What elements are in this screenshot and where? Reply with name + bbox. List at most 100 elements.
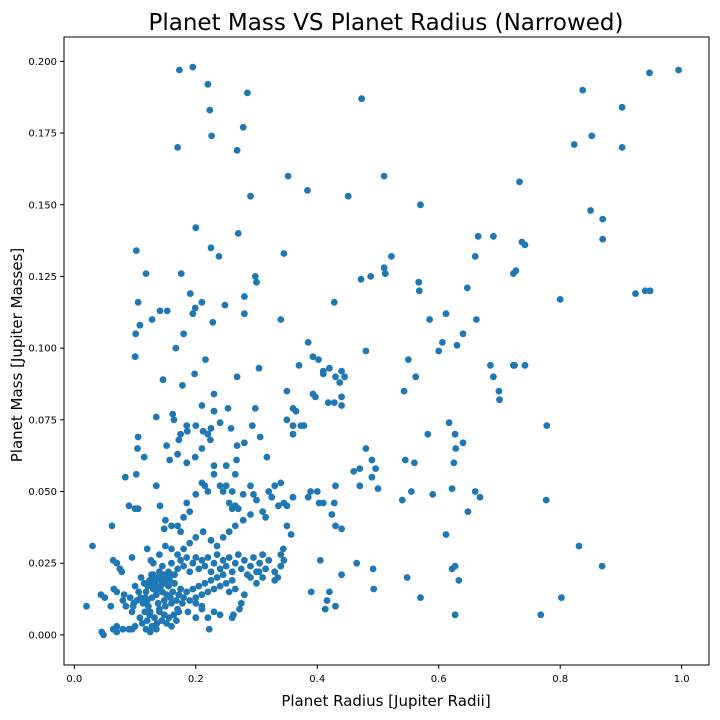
data-point-143 bbox=[248, 422, 256, 429]
data-point-93 bbox=[336, 379, 344, 386]
data-point-50 bbox=[277, 316, 285, 323]
data-point-60 bbox=[426, 316, 433, 323]
data-point-73 bbox=[641, 287, 649, 295]
data-point-169 bbox=[362, 445, 370, 452]
data-point-379 bbox=[152, 591, 160, 599]
data-point-317 bbox=[247, 511, 254, 518]
data-point-20 bbox=[380, 172, 388, 180]
data-point-196 bbox=[417, 594, 424, 601]
data-point-189 bbox=[575, 542, 583, 550]
data-point-451 bbox=[135, 588, 143, 596]
data-point-437 bbox=[154, 585, 161, 593]
data-point-392 bbox=[173, 597, 180, 604]
data-point-89 bbox=[319, 370, 327, 378]
data-point-145 bbox=[233, 442, 241, 449]
data-point-218 bbox=[332, 522, 339, 530]
data-point-330 bbox=[162, 542, 169, 550]
data-point-191 bbox=[455, 577, 463, 584]
data-point-396 bbox=[179, 599, 186, 607]
data-point-222 bbox=[287, 531, 295, 538]
data-point-344 bbox=[189, 559, 197, 567]
data-point-310 bbox=[262, 513, 269, 521]
data-point-318 bbox=[239, 516, 247, 524]
data-point-356 bbox=[225, 554, 233, 561]
data-point-236 bbox=[236, 605, 243, 613]
plot-frame bbox=[63, 36, 710, 666]
data-point-109 bbox=[459, 330, 467, 338]
data-point-176 bbox=[372, 465, 379, 472]
data-point-402 bbox=[195, 582, 203, 590]
data-point-91 bbox=[332, 373, 339, 381]
data-point-32 bbox=[142, 270, 150, 277]
data-point-354 bbox=[219, 556, 227, 564]
data-point-227 bbox=[271, 568, 279, 576]
data-point-447 bbox=[144, 582, 152, 590]
data-point-164 bbox=[445, 419, 453, 427]
data-point-271 bbox=[122, 602, 130, 610]
data-point-84 bbox=[295, 361, 303, 369]
data-point-155 bbox=[191, 453, 199, 461]
data-point-339 bbox=[174, 565, 182, 573]
data-point-151 bbox=[140, 453, 148, 461]
data-point-119 bbox=[170, 416, 178, 424]
data-point-46 bbox=[132, 330, 140, 338]
data-point-287 bbox=[168, 522, 175, 530]
data-point-433 bbox=[146, 628, 154, 636]
data-point-182 bbox=[448, 485, 456, 492]
data-point-121 bbox=[210, 390, 218, 398]
data-point-403 bbox=[198, 591, 206, 599]
data-point-44 bbox=[148, 316, 156, 323]
data-point-111 bbox=[490, 373, 497, 381]
data-point-186 bbox=[476, 493, 484, 501]
data-point-278 bbox=[134, 505, 142, 513]
data-point-306 bbox=[247, 482, 254, 490]
x-tick-label: 0.6 bbox=[431, 674, 447, 685]
data-point-75 bbox=[473, 316, 480, 323]
x-tick-label: 0.4 bbox=[309, 674, 325, 685]
data-point-390 bbox=[169, 588, 177, 596]
y-tick-label: 0.075 bbox=[28, 415, 57, 426]
data-point-327 bbox=[180, 545, 188, 553]
data-point-307 bbox=[250, 491, 257, 498]
data-point-177 bbox=[401, 456, 409, 464]
data-point-253 bbox=[100, 631, 107, 639]
data-point-239 bbox=[216, 611, 224, 619]
data-point-67 bbox=[512, 267, 520, 275]
data-point-72 bbox=[632, 290, 639, 297]
data-point-211 bbox=[307, 488, 314, 495]
data-point-441 bbox=[161, 579, 169, 587]
data-point-343 bbox=[186, 568, 194, 576]
y-axis-label: Planet Mass [Jupiter Masses] bbox=[8, 248, 26, 463]
data-point-293 bbox=[192, 491, 200, 498]
data-point-38 bbox=[189, 310, 197, 318]
data-point-421 bbox=[151, 614, 158, 622]
data-point-452 bbox=[133, 597, 141, 604]
data-point-64 bbox=[474, 232, 482, 240]
data-point-298 bbox=[216, 482, 224, 490]
data-point-235 bbox=[237, 599, 245, 607]
data-point-81 bbox=[179, 382, 186, 389]
data-point-337 bbox=[168, 559, 175, 567]
data-point-139 bbox=[207, 425, 215, 432]
data-point-304 bbox=[234, 505, 242, 513]
x-tick-label: 1.0 bbox=[674, 674, 690, 685]
data-point-224 bbox=[277, 551, 285, 558]
data-point-100 bbox=[324, 399, 332, 406]
data-point-33 bbox=[177, 270, 185, 277]
data-point-249 bbox=[83, 602, 90, 610]
data-point-283 bbox=[152, 482, 160, 490]
data-point-92 bbox=[338, 367, 345, 375]
data-point-96 bbox=[309, 390, 317, 398]
data-point-255 bbox=[108, 522, 116, 530]
data-point-200 bbox=[326, 588, 333, 596]
data-point-140 bbox=[204, 430, 212, 438]
data-point-257 bbox=[113, 559, 121, 567]
data-point-39 bbox=[191, 304, 199, 312]
data-point-167 bbox=[452, 445, 460, 452]
data-point-35 bbox=[253, 278, 260, 286]
data-point-159 bbox=[231, 470, 239, 478]
data-point-243 bbox=[192, 599, 200, 607]
data-point-180 bbox=[398, 496, 406, 504]
data-point-245 bbox=[192, 614, 200, 622]
